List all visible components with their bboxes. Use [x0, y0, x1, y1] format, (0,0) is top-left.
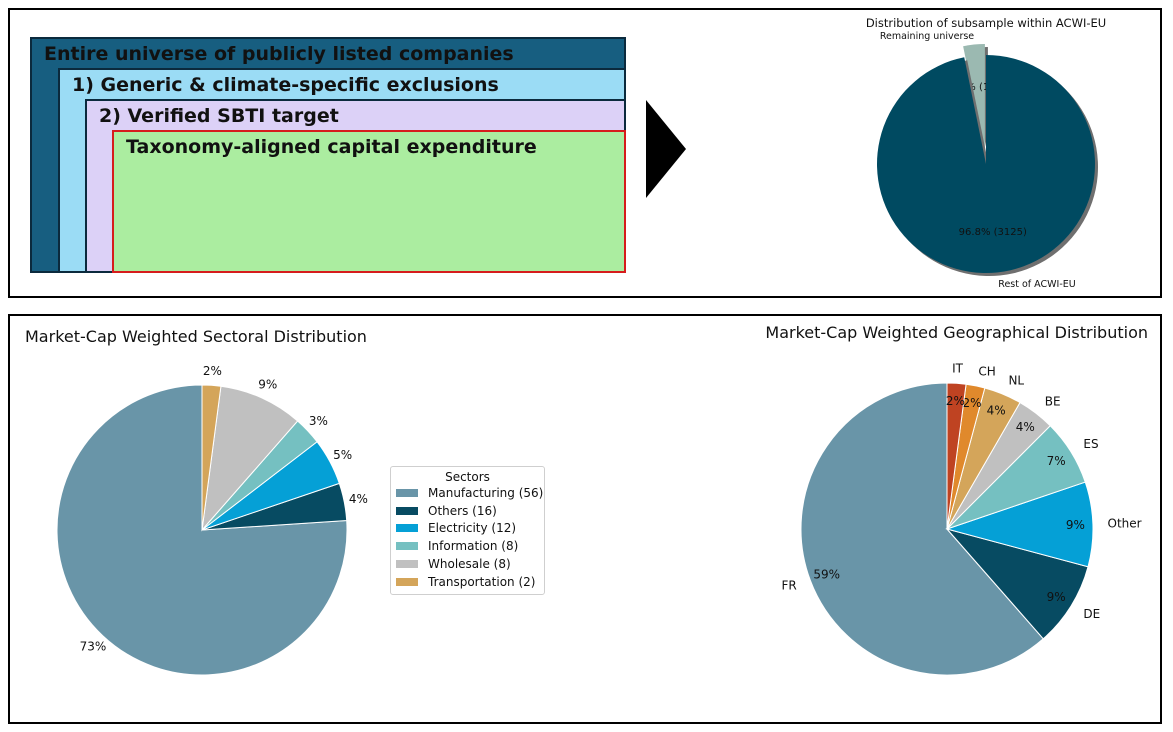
funnel-level-taxonomy-label: Taxonomy-aligned capital expenditure — [126, 136, 537, 158]
sector-pct-label-wholesale-8: 9% — [258, 378, 277, 392]
sector-chart-title: Market-Cap Weighted Sectoral Distributio… — [25, 327, 367, 346]
sector-slice-transportation-2 — [201, 384, 222, 531]
legend-label-electricity: Electricity (12) — [428, 521, 517, 536]
geo-pct-label-ch: 2% — [963, 396, 982, 410]
legend-label-wholesale: Wholesale (8) — [428, 557, 511, 572]
legend-swatch-manufacturing — [396, 488, 418, 497]
geo-slice-fr — [800, 382, 1044, 676]
acwi-pct-label-rest-of-acwi-eu: 96.8% (3125) — [959, 227, 1027, 238]
geo-pct-label-other: 9% — [1066, 518, 1085, 532]
sector-pct-label-transportation-2: 2% — [203, 364, 222, 378]
geo-pct-label-nl: 4% — [987, 403, 1006, 417]
geo-name-label-it: IT — [952, 362, 964, 376]
acwi-slice-rest-of-acwi-eu — [877, 55, 1095, 273]
arrow-right-icon — [646, 100, 686, 198]
geo-name-label-other: Other — [1108, 517, 1142, 531]
acwi-pie-chart: Distribution of subsample within ACWI-EU… — [866, 16, 1106, 290]
sector-pct-label-manufacturing-56: 73% — [80, 639, 107, 653]
legend-swatch-wholesale — [396, 560, 418, 569]
legend-item-transportation: Transportation (2) — [391, 573, 544, 591]
sector-pct-label-electricity-12: 5% — [333, 448, 352, 462]
geo-name-label-de: DE — [1083, 607, 1100, 621]
distribution-charts: Market-Cap Weighted Sectoral Distributio… — [25, 323, 1148, 676]
sector-pct-label-information-8: 3% — [309, 414, 328, 428]
geo-name-label-nl: NL — [1008, 374, 1024, 388]
legend-item-wholesale: Wholesale (8) — [391, 555, 544, 573]
legend-title: Sectors — [445, 470, 490, 484]
legend-swatch-information — [396, 542, 418, 551]
funnel-level-universe-label: Entire universe of publicly listed compa… — [44, 43, 514, 65]
acwi-name-label-remaining-universe: Remaining universe — [880, 31, 974, 42]
geo-name-label-es: ES — [1083, 437, 1098, 451]
acwi-pie-title: Distribution of subsample within ACWI-EU — [866, 16, 1106, 30]
acwi-pct-label-remaining-universe: 3.2% (102) — [950, 82, 1006, 93]
top-panel: Entire universe of publicly listed compa… — [8, 8, 1162, 298]
geo-name-label-ch: CH — [978, 364, 995, 378]
geo-name-label-fr: FR — [781, 579, 796, 593]
legend-swatch-electricity — [396, 524, 418, 533]
legend-label-transportation: Transportation (2) — [428, 574, 536, 589]
bottom-panel: Market-Cap Weighted Sectoral Distributio… — [8, 314, 1162, 724]
funnel-level-taxonomy: Taxonomy-aligned capital expenditure — [112, 130, 626, 273]
legend-item-manufacturing: Manufacturing (56) — [391, 484, 544, 502]
geo-pct-label-be: 4% — [1016, 420, 1035, 434]
geo-pct-label-es: 7% — [1047, 454, 1066, 468]
geo-pct-label-fr: 59% — [813, 567, 840, 581]
legend-label-manufacturing: Manufacturing (56) — [428, 485, 544, 500]
geo-pct-label-de: 9% — [1047, 590, 1066, 604]
legend-swatch-others — [396, 506, 418, 515]
sector-slice-manufacturing-56 — [56, 384, 348, 676]
legend-swatch-transportation — [396, 577, 418, 586]
legend-label-information: Information (8) — [428, 539, 519, 554]
legend-item-others: Others (16) — [391, 502, 544, 520]
geo-slice-it — [946, 382, 967, 530]
sector-slice-wholesale-8 — [201, 385, 299, 532]
legend-label-others: Others (16) — [428, 503, 497, 518]
geo-name-label-be: BE — [1045, 395, 1061, 409]
acwi-name-label-rest-of-acwi-eu: Rest of ACWI-EU — [998, 279, 1075, 290]
legend-item-electricity: Electricity (12) — [391, 520, 544, 538]
sector-legend: Sectors Manufacturing (56) Others (16) Ele… — [390, 466, 545, 595]
geo-chart-title: Market-Cap Weighted Geographical Distrib… — [765, 323, 1148, 342]
geo-slice-other — [945, 481, 1094, 568]
funnel-level-exclusions-label: 1) Generic & climate-specific exclusions — [72, 74, 499, 96]
geo-slice-de — [945, 528, 1089, 640]
legend-item-information: Information (8) — [391, 537, 544, 555]
funnel-level-sbti-label: 2) Verified SBTI target — [99, 105, 339, 127]
geo-pct-label-it: 2% — [946, 394, 965, 408]
sector-pct-label-others-16: 4% — [349, 492, 368, 506]
